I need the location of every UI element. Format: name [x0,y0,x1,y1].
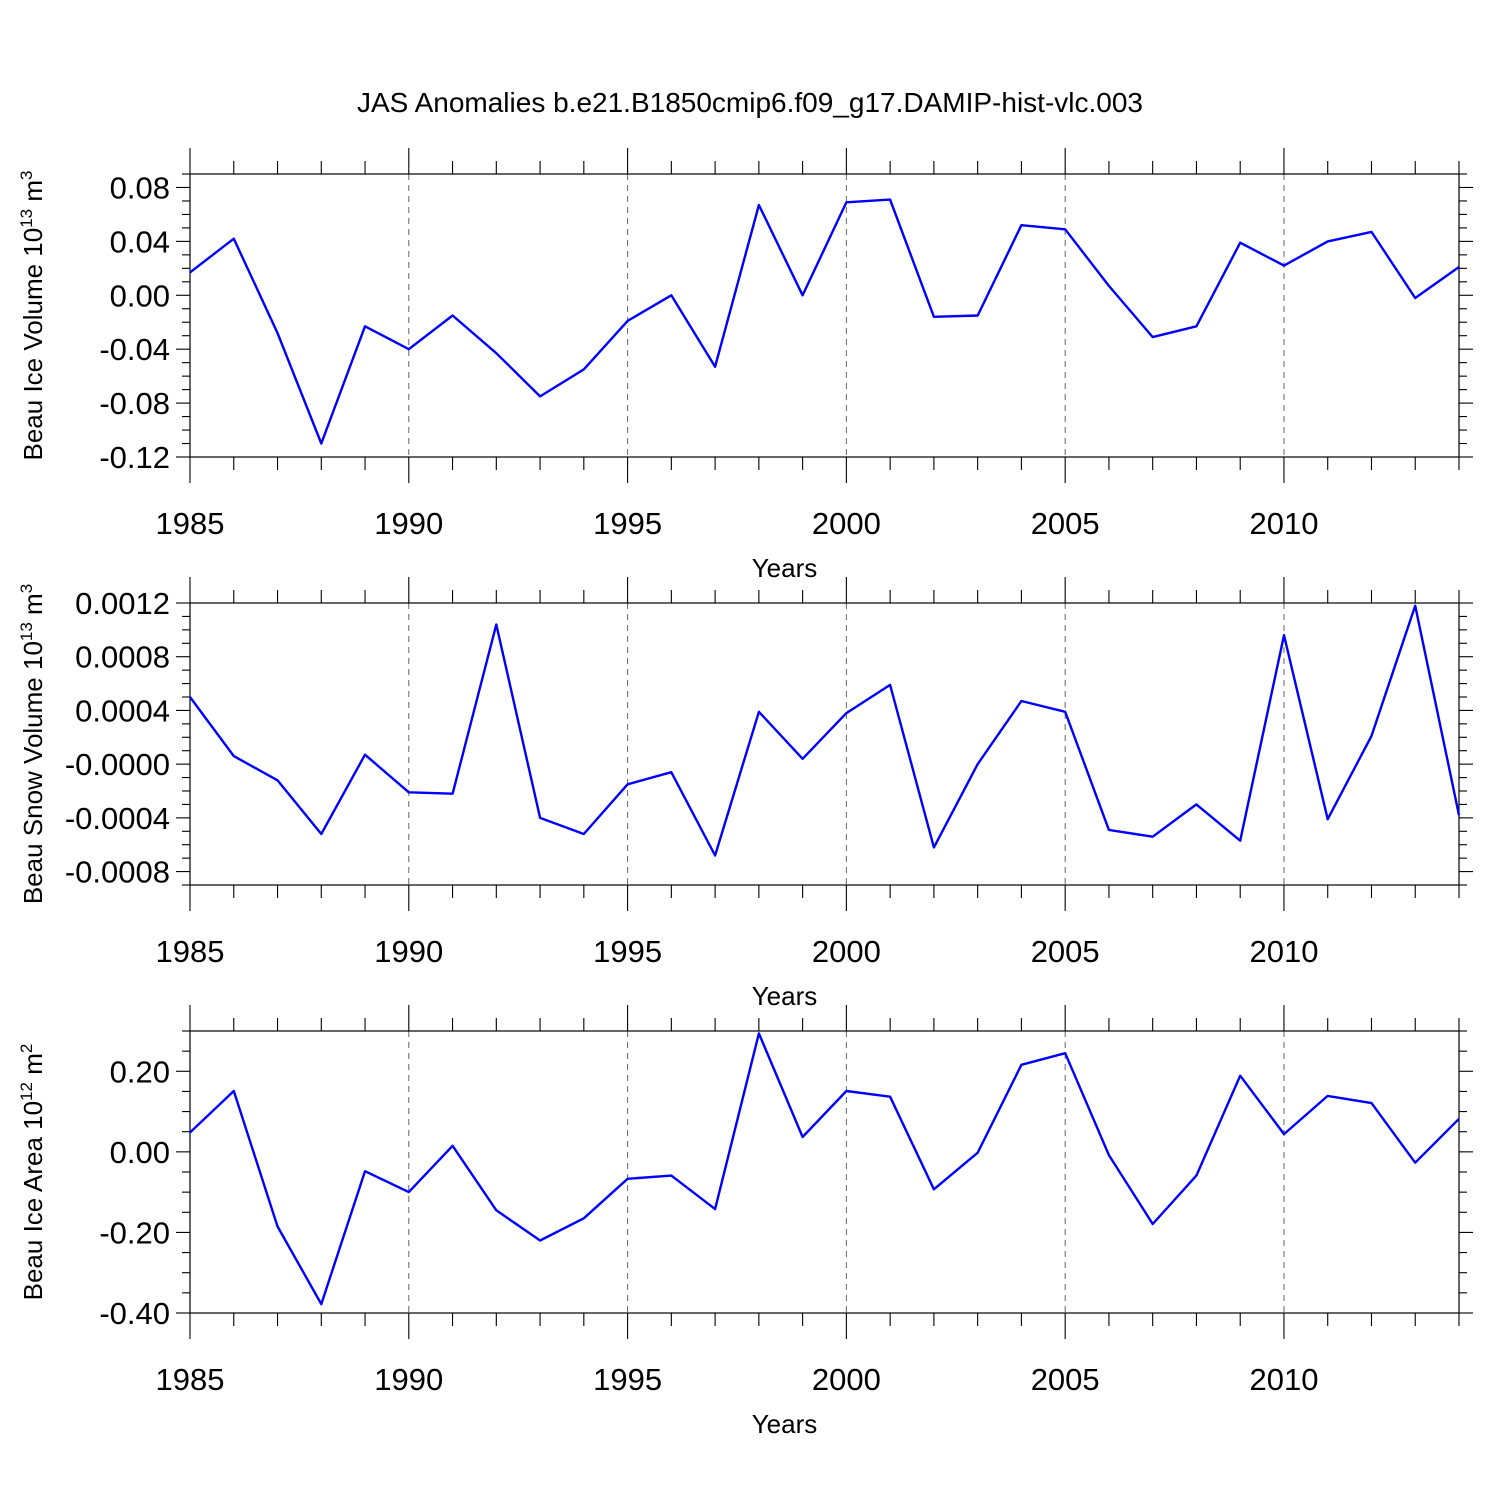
x-tick-label: 1995 [593,934,662,969]
x-tick-label: 2010 [1249,1362,1318,1397]
y-tick-label: 0.00 [110,278,170,313]
x-axis-title: Years [752,553,818,583]
y-tick-label: -0.12 [99,440,170,475]
x-axis-title: Years [752,1409,818,1439]
y-tick-label: 0.04 [110,224,170,259]
y-axis-title-exponent: 12 [17,1082,36,1101]
series-line [189,604,1461,857]
x-tick-label: 1990 [374,934,443,969]
y-axis-title: Beau Ice Volume 1013 m3 [17,171,48,461]
plot-frame [189,173,1460,458]
y-tick-label: -0.0000 [65,747,170,782]
y-tick-label: 0.08 [110,170,170,205]
y-tick-label: 0.0004 [75,693,170,728]
x-tick-label: 1990 [374,1362,443,1397]
x-tick-label: 1995 [593,1362,662,1397]
x-tick-label: 2010 [1249,506,1318,541]
x-tick-label: 1985 [156,934,225,969]
x-tick-label: 1985 [156,1362,225,1397]
x-tick-label: 2000 [812,506,881,541]
y-axis-title-exponent: 13 [17,209,36,228]
x-tick-label: 2005 [1031,1362,1100,1397]
x-tick-label: 2000 [812,1362,881,1397]
x-tick-label: 2010 [1249,934,1318,969]
series-line [189,198,1460,445]
x-axis-title: Years [752,981,818,1011]
series-line [189,1032,1460,1306]
x-tick-label: 1995 [593,506,662,541]
y-tick-label: -0.40 [99,1296,170,1331]
y-axis-title-text: Beau Ice Area 10 [18,1101,48,1300]
y-axis-title-unit-exponent: 2 [17,1044,36,1053]
y-axis-title-exponent: 13 [17,622,36,641]
y-tick-label: 0.0008 [75,640,170,675]
y-tick-label: 0.20 [110,1054,170,1089]
y-tick-label: 0.00 [110,1135,170,1170]
y-axis-title-unit-exponent: 3 [17,584,36,593]
y-axis-title-text: Beau Snow Volume 10 [18,641,48,904]
x-tick-label: 1985 [156,506,225,541]
y-axis-title: Beau Snow Volume 1013 m3 [17,584,48,904]
y-axis-title-unit: m [18,180,48,209]
y-tick-label: -0.0004 [65,801,170,836]
x-tick-label: 2000 [812,934,881,969]
y-tick-label: -0.08 [99,386,170,421]
plot-frame [189,602,1460,886]
panel-ice-volume: 1985 1990 1995 2000 2005 2010 -0.12 -0.08 -0.04 0… [17,148,1473,583]
panel-ice-area: 1985 1990 1995 2000 2005 2010 -0.40 -0.20 0.00 0.… [17,1005,1473,1439]
x-tick-label: 2005 [1031,934,1100,969]
x-tick-label: 1990 [374,506,443,541]
y-axis-title-unit: m [18,1053,48,1082]
y-axis-title-unit: m [18,593,48,622]
y-axis-title-text: Beau Ice Volume 10 [18,228,48,461]
y-tick-label: 0.0012 [75,586,170,621]
panel-snow-volume: 1985 1990 1995 2000 2005 2010 -0.0008 -0.0004 -0… [17,577,1473,1011]
x-tick-label: 2005 [1031,506,1100,541]
y-axis-title-unit-exponent: 3 [17,171,36,180]
y-axis-title: Beau Ice Area 1012 m2 [17,1044,48,1301]
plot-frame [189,1030,1460,1314]
y-tick-label: -0.20 [99,1215,170,1250]
y-tick-label: -0.04 [99,332,170,367]
y-tick-label: -0.0008 [65,855,170,890]
figure-title: JAS Anomalies b.e21.B1850cmip6.f09_g17.D… [357,87,1143,118]
